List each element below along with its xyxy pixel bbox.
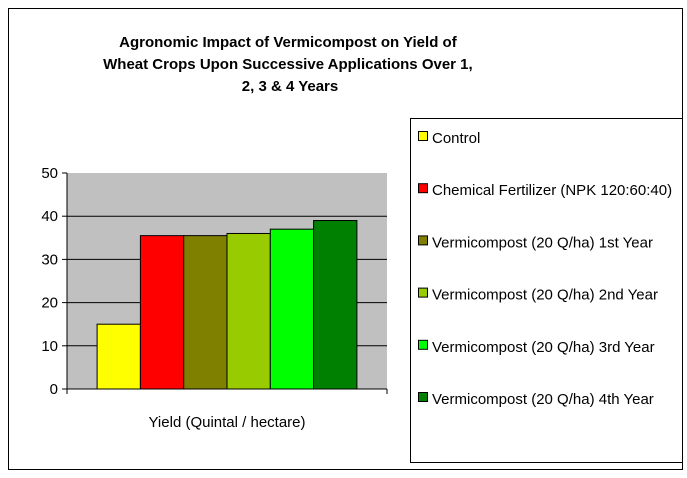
y-tick-label: 0	[50, 381, 58, 398]
y-tick-label: 50	[41, 165, 58, 182]
bar	[96, 323, 141, 390]
legend-label: Control	[432, 130, 480, 147]
legend-swatch	[418, 183, 428, 194]
bar	[313, 220, 358, 390]
legend-swatch	[418, 392, 428, 402]
legend-swatch	[418, 235, 428, 246]
legend-swatch	[418, 287, 428, 298]
legend-swatch	[418, 339, 428, 350]
legend-label: Vermicompost (20 Q/ha) 4th Year	[432, 391, 654, 408]
legend-box	[410, 118, 683, 463]
bar	[183, 235, 228, 390]
legend-label: Vermicompost (20 Q/ha) 1st Year	[432, 234, 653, 251]
y-tick-label: 40	[41, 208, 58, 225]
chart-title: Agronomic Impact of Vermicompost on Yiel…	[103, 34, 477, 95]
bar	[226, 232, 271, 390]
y-tick-label: 10	[41, 338, 58, 355]
x-tick-label: Yield (Quintal / hectare)	[148, 414, 305, 431]
legend-label: Vermicompost (20 Q/ha) 2nd Year	[432, 287, 658, 304]
bar	[269, 228, 315, 390]
legend-label: Chemical Fertilizer (NPK 120:60:40)	[432, 182, 672, 199]
y-tick-label: 20	[41, 295, 58, 312]
legend-swatch	[418, 131, 428, 141]
bar	[139, 235, 185, 390]
y-tick-label: 30	[41, 251, 58, 268]
legend-label: Vermicompost (20 Q/ha) 3rd Year	[432, 339, 655, 356]
